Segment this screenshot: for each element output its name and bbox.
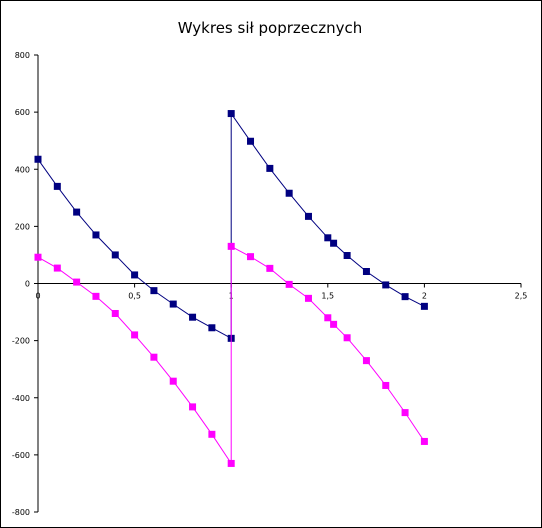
- y-tick-label: 600: [15, 108, 30, 117]
- data-point: [330, 239, 338, 247]
- data-point: [73, 278, 81, 286]
- x-tick-label: 2: [422, 292, 427, 301]
- y-tick-label: 400: [15, 165, 30, 174]
- data-point: [169, 300, 177, 308]
- data-point: [169, 377, 177, 385]
- data-point: [34, 253, 42, 261]
- y-tick-label: 200: [15, 222, 30, 231]
- y-tick-label: 800: [15, 51, 30, 60]
- data-point: [266, 264, 274, 272]
- data-point: [285, 280, 293, 288]
- x-tick-label: 0: [35, 292, 40, 301]
- data-point: [247, 137, 255, 145]
- data-point: [111, 309, 119, 317]
- data-point: [304, 294, 312, 302]
- data-point: [53, 182, 61, 190]
- data-point: [73, 208, 81, 216]
- chart-title: Wykres sił poprzecznych: [178, 19, 363, 37]
- series-2: [34, 242, 428, 467]
- data-point: [227, 242, 235, 250]
- series-group: [34, 110, 428, 467]
- data-point: [34, 155, 42, 163]
- data-point: [382, 281, 390, 289]
- data-point: [53, 264, 61, 272]
- data-point: [285, 189, 293, 197]
- x-tick-label: 1,5: [321, 292, 334, 301]
- data-point: [304, 212, 312, 220]
- x-tick-label: 0,5: [128, 292, 141, 301]
- data-point: [150, 353, 158, 361]
- data-point: [266, 164, 274, 172]
- data-point: [111, 251, 119, 259]
- data-point: [343, 334, 351, 342]
- series-1: [34, 110, 428, 342]
- y-tick-label: -400: [12, 394, 30, 403]
- data-point: [208, 430, 216, 438]
- data-point: [227, 459, 235, 467]
- y-tick-label: 0: [25, 280, 30, 289]
- data-point: [189, 313, 197, 321]
- data-point: [401, 293, 409, 301]
- data-point: [131, 271, 139, 279]
- data-point: [247, 253, 255, 261]
- data-point: [401, 409, 409, 417]
- data-point: [382, 381, 390, 389]
- data-point: [324, 314, 332, 322]
- data-point: [92, 231, 100, 239]
- data-point: [420, 437, 428, 445]
- data-point: [189, 403, 197, 411]
- y-tick-label: -200: [12, 337, 30, 346]
- y-tick-label: -800: [12, 508, 30, 517]
- data-point: [92, 292, 100, 300]
- data-point: [362, 357, 370, 365]
- data-point: [150, 287, 158, 295]
- data-point: [330, 320, 338, 328]
- data-point: [227, 110, 235, 118]
- data-point: [420, 302, 428, 310]
- x-tick-label: 2,5: [515, 292, 528, 301]
- data-point: [362, 268, 370, 276]
- data-point: [324, 234, 332, 242]
- data-point: [131, 331, 139, 339]
- data-point: [208, 324, 216, 332]
- y-tick-label: -600: [12, 451, 30, 460]
- data-point: [343, 252, 351, 260]
